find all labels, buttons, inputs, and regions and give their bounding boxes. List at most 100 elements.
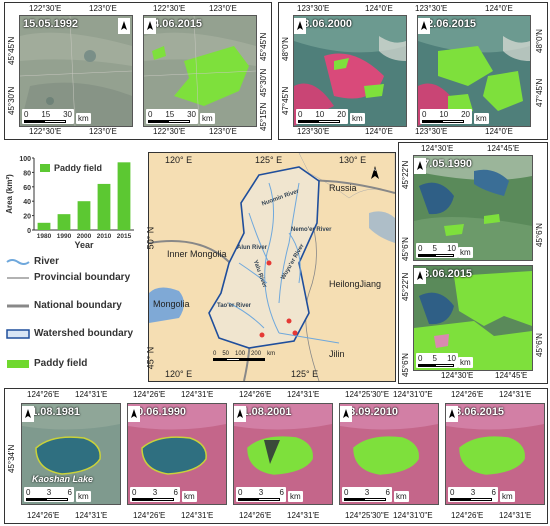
lon-label: 123°0'E [209, 4, 237, 13]
region-label-mongolia: Mongolia [153, 299, 190, 309]
top-right-inset-panel: 123°30'E 124°0'E 123°30'E 124°0'E 48°0'N… [278, 2, 548, 140]
satellite-image-2015: 23.06.2015 0 5 10 km [413, 265, 533, 371]
scale-tick: 3 [470, 488, 476, 497]
scale-tick: 6 [385, 488, 390, 497]
scale-bar: 0 3 6 [130, 487, 180, 502]
x-axis-label: Year [74, 240, 94, 250]
scale-unit: km [458, 247, 473, 258]
scale-tick: 3 [152, 488, 158, 497]
north-arrow-icon [414, 268, 426, 284]
watershed-boundary-symbol-icon [6, 328, 30, 339]
lat-label: 45°45'N [259, 32, 268, 61]
scale-unit: km [394, 491, 409, 502]
scale-bar: 0 3 6 [236, 487, 286, 502]
image-date: 14.06.2015 [147, 18, 203, 30]
scale-tick: 20 [337, 110, 346, 119]
scale-tick: 15 [41, 110, 51, 119]
image-date: 15.05.1992 [23, 18, 79, 30]
legend-item-national: National boundary [6, 300, 136, 311]
scale-tick: 0 [422, 110, 427, 119]
north-arrow-icon [22, 406, 34, 422]
lon-label: 124°26'E [451, 511, 484, 520]
lon-label: 123°30'E [415, 127, 448, 136]
lon-label: 124°31'E [75, 390, 108, 399]
scale-tick: 0 [344, 488, 349, 497]
right-inset-panel: 124°30'E 124°45'E 45°22'N 45°6'N 45°22'N… [398, 142, 548, 384]
lon-label: 123°30'E [415, 4, 448, 13]
lon-label: 124°45'E [487, 144, 520, 153]
lon-label: 124°0'E [485, 4, 513, 13]
lat-label: 48°0'N [281, 37, 290, 61]
north-arrow-icon [128, 406, 140, 422]
national-boundary-symbol-icon [7, 304, 29, 307]
scale-bar: 0 5 10 [416, 243, 458, 258]
bar-1990 [57, 214, 71, 230]
lon-label: 124°26'E [27, 511, 60, 520]
lon-label: 124°0'E [365, 4, 393, 13]
legend-item-river: River [6, 256, 59, 267]
y-tick-label: 60 [23, 185, 31, 192]
scale-bar: 0 10 20 [296, 109, 348, 124]
satellite-image-2000: 28.06.2000 0 10 20 km [293, 15, 407, 127]
scale-tick: 10 [439, 110, 449, 119]
top-left-inset-panel: 122°30'E 123°0'E 122°30'E 123°0'E 45°45'… [4, 2, 272, 140]
river-symbol-icon [6, 258, 30, 265]
legend-label: Paddy field [54, 163, 102, 173]
lon-label: 124°25'30"E [345, 390, 390, 399]
scale-unit: km [76, 491, 91, 502]
north-arrow-icon [118, 18, 130, 34]
scale-unit: km [350, 113, 365, 124]
lon-label: 124°31'E [181, 390, 214, 399]
scale-bar: 0 5 10 [416, 353, 458, 368]
scale-tick: 15 [165, 110, 175, 119]
lon-label: 124°30'E [441, 371, 474, 380]
base-map [148, 152, 396, 382]
bar-1980 [37, 222, 51, 230]
lat-label: 47°45'N [535, 78, 544, 107]
bar-2010 [97, 183, 111, 230]
lon-label: 124°45'E [495, 371, 528, 380]
scale-tick: 6 [279, 488, 284, 497]
north-arrow-icon [446, 406, 458, 422]
lon-label: 124°31'E [75, 511, 108, 520]
image-date: 11.08.2001 [237, 406, 292, 418]
y-axis-label: Area (km²) [5, 174, 14, 214]
lon-label: 124°26'E [133, 390, 166, 399]
lon-label: 124°26'E [239, 511, 272, 520]
scale-bar: 0 3 6 [448, 487, 498, 502]
scale-tick: 0 [26, 488, 31, 497]
scale-bar: 0 15 30 [146, 109, 198, 124]
lon-label: 124°31'E [181, 511, 214, 520]
satellite-image-kaoshan-0: 21.08.1981 Kaoshan Lake 0 3 6 km [21, 403, 121, 505]
lat-label: 45°45'N [7, 36, 16, 65]
lon-label: 124°31'E [499, 511, 532, 520]
lon-label: 124°0'E [485, 127, 513, 136]
y-tick-label: 100 [19, 156, 31, 163]
y-tick-label: 20 [23, 214, 31, 221]
scale-tick: 3 [258, 488, 264, 497]
image-date: 20.06.1990 [131, 406, 187, 418]
scale-tick: 20 [461, 110, 470, 119]
x-tick-label: 1990 [57, 233, 72, 240]
satellite-texture [294, 16, 406, 126]
x-tick-label: 2000 [77, 233, 92, 240]
paddy-area-chart: 0 20 40 60 80 100 1980 1990 2000 2010 2015 Area (km… [4, 150, 144, 250]
scale-bar: 0 3 6 [24, 487, 74, 502]
scale-tick: 10 [315, 110, 325, 119]
scale-tick: 10 [447, 354, 456, 363]
legend-item-provincial: Provincial boundary [6, 272, 136, 283]
y-tick-label: 80 [23, 170, 31, 177]
satellite-image-kaoshan-3: 13.09.2010 0 3 6 km [339, 403, 439, 505]
satellite-texture [20, 16, 132, 126]
scale-bar: 0 15 30 [22, 109, 74, 124]
lon-label: 124°31'0"E [393, 511, 433, 520]
region-label-russia: Russia [329, 183, 357, 193]
scale-bar: 0 3 6 [342, 487, 392, 502]
lon-label: 125° E [255, 155, 283, 165]
lon-label: 124°26'E [239, 390, 272, 399]
bar-2000 [77, 201, 91, 230]
scale-unit: km [76, 113, 91, 124]
lon-label: 122°30'E [29, 4, 62, 13]
river-label: Alun River [237, 245, 268, 251]
bar-2015 [117, 162, 131, 230]
